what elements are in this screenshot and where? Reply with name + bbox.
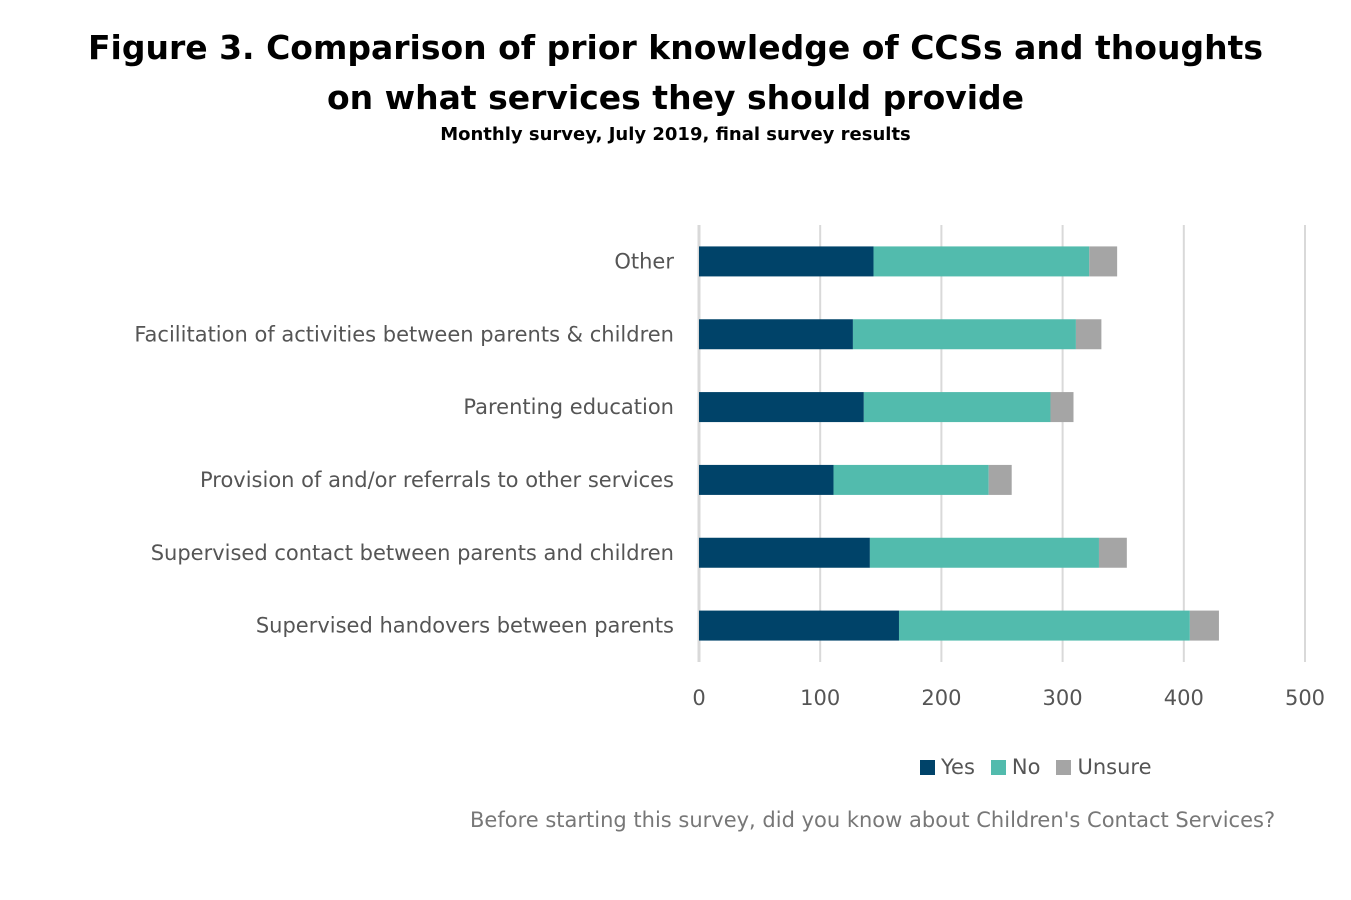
category-label: Other	[614, 249, 674, 273]
bar-unsure	[1075, 319, 1102, 350]
x-tick-label: 0	[692, 686, 705, 710]
x-tick-label: 200	[921, 686, 961, 710]
legend-swatch-yes	[920, 759, 935, 775]
legend-item-unsure: Unsure	[1056, 755, 1152, 779]
legend-label-no: No	[1011, 755, 1041, 779]
x-tick-label: 300	[1043, 686, 1083, 710]
bar-no	[852, 319, 1076, 350]
bar-unsure	[988, 464, 1012, 495]
legend-swatch-no	[990, 759, 1006, 775]
bar-unsure	[1050, 392, 1074, 423]
bar-unsure	[1189, 610, 1219, 641]
bar-no	[833, 464, 989, 495]
chart-title-line1: Figure 3. Comparison of prior knowledge …	[87, 28, 1263, 67]
legend-swatch-unsure	[1056, 759, 1072, 775]
legend-label-yes: Yes	[941, 755, 975, 779]
category-label: Supervised contact between parents and c…	[151, 541, 674, 565]
bar-no	[863, 392, 1051, 423]
bar-unsure	[1098, 537, 1127, 568]
bar-yes	[699, 392, 864, 423]
legend-item-yes: Yes	[920, 755, 975, 779]
x-tick-label: 100	[800, 686, 840, 710]
category-label: Supervised handovers between parents	[256, 614, 674, 638]
legend: Yes No Unsure	[920, 755, 1168, 779]
category-label: Provision of and/or referrals to other s…	[200, 468, 674, 492]
x-axis-label: Before starting this survey, did you kno…	[470, 808, 1276, 832]
legend-item-no: No	[990, 755, 1041, 779]
bar-no	[898, 610, 1190, 641]
x-tick-label: 400	[1164, 686, 1204, 710]
bar-yes	[699, 537, 870, 568]
bar-no	[869, 537, 1099, 568]
bar-yes	[699, 464, 834, 495]
chart-title-line2: on what services they should provide	[326, 78, 1025, 117]
bar-yes	[699, 246, 874, 277]
category-label: Facilitation of activities between paren…	[134, 322, 674, 346]
x-tick-label: 500	[1285, 686, 1325, 710]
category-label: Parenting education	[463, 395, 674, 419]
chart-subtitle: Monthly survey, July 2019, final survey …	[440, 124, 911, 145]
bar-yes	[699, 319, 853, 350]
legend-label-unsure: Unsure	[1077, 755, 1152, 779]
bar-no	[873, 246, 1090, 277]
bar-yes	[699, 610, 899, 641]
bar-unsure	[1089, 246, 1118, 277]
